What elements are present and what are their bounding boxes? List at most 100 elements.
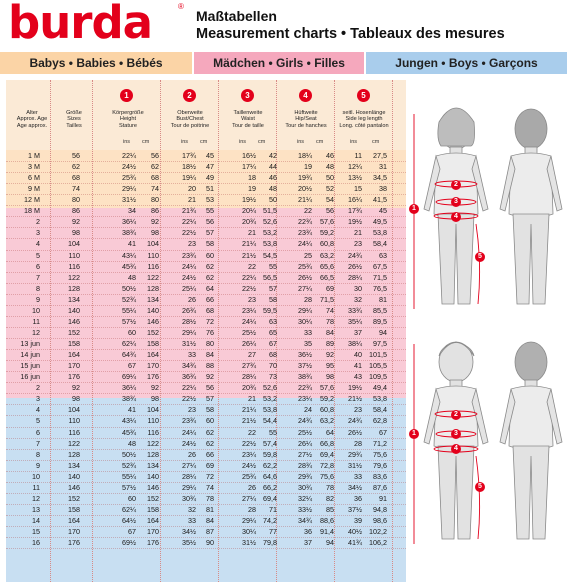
height-cm-cell: 170 [147, 361, 159, 371]
row-divider [6, 404, 406, 406]
bust-in-cell: 21¾ [182, 206, 196, 216]
unit-label: ins [123, 139, 131, 145]
height-in-cell: 55¼ [122, 305, 136, 315]
bust-cm-cell: 62 [206, 272, 214, 282]
leg-in-cell: 28¼ [348, 272, 362, 282]
waist-in-cell: 23¼ [242, 449, 256, 459]
waist-in-cell: 21 [248, 228, 256, 238]
bust-cm-cell: 56 [206, 217, 214, 227]
size-cell: 176 [68, 372, 80, 382]
bust-cm-cell: 62 [206, 261, 214, 271]
leg-in-cell: 26½ [348, 261, 362, 271]
leg-cm-cell: 97,5 [373, 339, 387, 349]
leg-cm-cell: 87,6 [373, 482, 387, 492]
bust-cm-cell: 51 [206, 184, 214, 194]
leg-in-cell: 17¾ [348, 206, 362, 216]
leg-in-cell: 15 [354, 184, 362, 194]
bust-in-cell: 32 [188, 504, 196, 514]
row-divider [6, 227, 406, 229]
height-cm-cell: 158 [147, 504, 159, 514]
size-cell: 98 [72, 228, 80, 238]
bust-cm-cell: 74 [206, 482, 214, 492]
age-cell: 4 [36, 239, 40, 249]
waist-in-cell: 21½ [242, 250, 256, 260]
waist-cm-cell: 63 [269, 316, 277, 326]
height-cm-cell: 128 [147, 449, 159, 459]
age-cell: 5 [36, 416, 40, 426]
bust-cm-cell: 78 [206, 493, 214, 503]
measurement-table [6, 80, 406, 582]
hip-in-cell: 37 [304, 538, 312, 548]
waist-in-cell: 27¼ [242, 493, 256, 503]
leg-in-cell: 41 [354, 361, 362, 371]
bust-in-cell: 22¼ [182, 383, 196, 393]
hip-cm-cell: 63,2 [320, 416, 334, 426]
leg-in-cell: 34½ [348, 482, 362, 492]
bust-cm-cell: 55 [206, 206, 214, 216]
table-row: 14 jun 164 64¾ 164 33 84 27 68 36½ 92 40 101,5 [6, 349, 406, 360]
height-cm-cell: 110 [147, 250, 159, 260]
hip-in-cell: 25¾ [298, 261, 312, 271]
leg-in-cell: 37½ [348, 504, 362, 514]
hip-cm-cell: 60,8 [320, 239, 334, 249]
bust-in-cell: 22½ [182, 228, 196, 238]
waist-in-cell: 20¾ [242, 383, 256, 393]
leg-in-cell: 38¼ [348, 339, 362, 349]
size-cell: 92 [72, 217, 80, 227]
age-cell: 12 [32, 327, 40, 337]
table-row: 16 176 69½ 176 35½ 90 31½ 79,8 37 94 41¾ 106,2 [6, 537, 406, 548]
height-cm-cell: 164 [147, 350, 159, 360]
height-in-cell: 50½ [122, 449, 136, 459]
marker-waist-icon: 3 [451, 197, 461, 207]
height-in-cell: 24½ [122, 162, 136, 172]
bust-cm-cell: 69 [206, 460, 214, 470]
waist-cm-cell: 74,2 [263, 515, 277, 525]
row-divider [6, 238, 406, 240]
bust-in-cell: 33 [188, 350, 196, 360]
waist-cm-cell: 42 [269, 151, 277, 160]
age-cell: 9 [36, 460, 40, 470]
waist-in-cell: 23¼ [242, 305, 256, 315]
hip-cm-cell: 82 [326, 493, 334, 503]
waist-in-cell: 21¼ [242, 405, 256, 415]
hip-in-cell: 32¼ [298, 493, 312, 503]
boy-front-figure [423, 341, 489, 540]
waist-in-cell: 24¼ [242, 316, 256, 326]
hip-cm-cell: 98 [326, 372, 334, 382]
leg-cm-cell: 53,8 [373, 228, 387, 238]
bust-cm-cell: 81 [206, 504, 214, 514]
age-cell: 11 [32, 482, 40, 492]
hip-in-cell: 33½ [298, 504, 312, 514]
hip-in-cell: 23¾ [298, 228, 312, 238]
body-diagram [413, 107, 563, 544]
hip-cm-cell: 91,4 [320, 527, 334, 537]
leg-in-cell: 41¾ [348, 538, 362, 548]
waist-cm-cell: 71 [269, 504, 277, 514]
leg-cm-cell: 106,2 [369, 538, 387, 548]
hip-cm-cell: 95 [326, 361, 334, 371]
height-in-cell: 50½ [122, 283, 136, 293]
height-cm-cell: 146 [147, 316, 159, 326]
bust-cm-cell: 84 [206, 350, 214, 360]
measure-2-icon: 2 [183, 89, 196, 102]
hip-in-cell: 24 [304, 405, 312, 415]
bust-in-cell: 18½ [182, 162, 196, 172]
leg-in-cell: 19½ [348, 217, 362, 227]
height-cm-cell: 146 [147, 482, 159, 492]
banner-babies: Babys • Babies • Bébés [0, 52, 192, 74]
hip-in-cell: 38¾ [298, 372, 312, 382]
row-divider [6, 293, 406, 295]
leg-in-cell: 24¾ [348, 250, 362, 260]
age-cell: 14 [32, 515, 40, 525]
size-cell: 128 [68, 449, 80, 459]
leg-in-cell: 35¼ [348, 316, 362, 326]
col-header-age: Alter Approx. Age Age approx. [16, 110, 48, 129]
row-divider [6, 360, 406, 362]
hip-cm-cell: 59,2 [320, 394, 334, 404]
hip-in-cell: 29¾ [298, 471, 312, 481]
hip-cm-cell: 78 [326, 316, 334, 326]
age-cell: 9 M [28, 184, 40, 194]
size-cell: 164 [68, 515, 80, 525]
hip-in-cell: 26¼ [298, 438, 312, 448]
waist-cm-cell: 56,5 [263, 272, 277, 282]
